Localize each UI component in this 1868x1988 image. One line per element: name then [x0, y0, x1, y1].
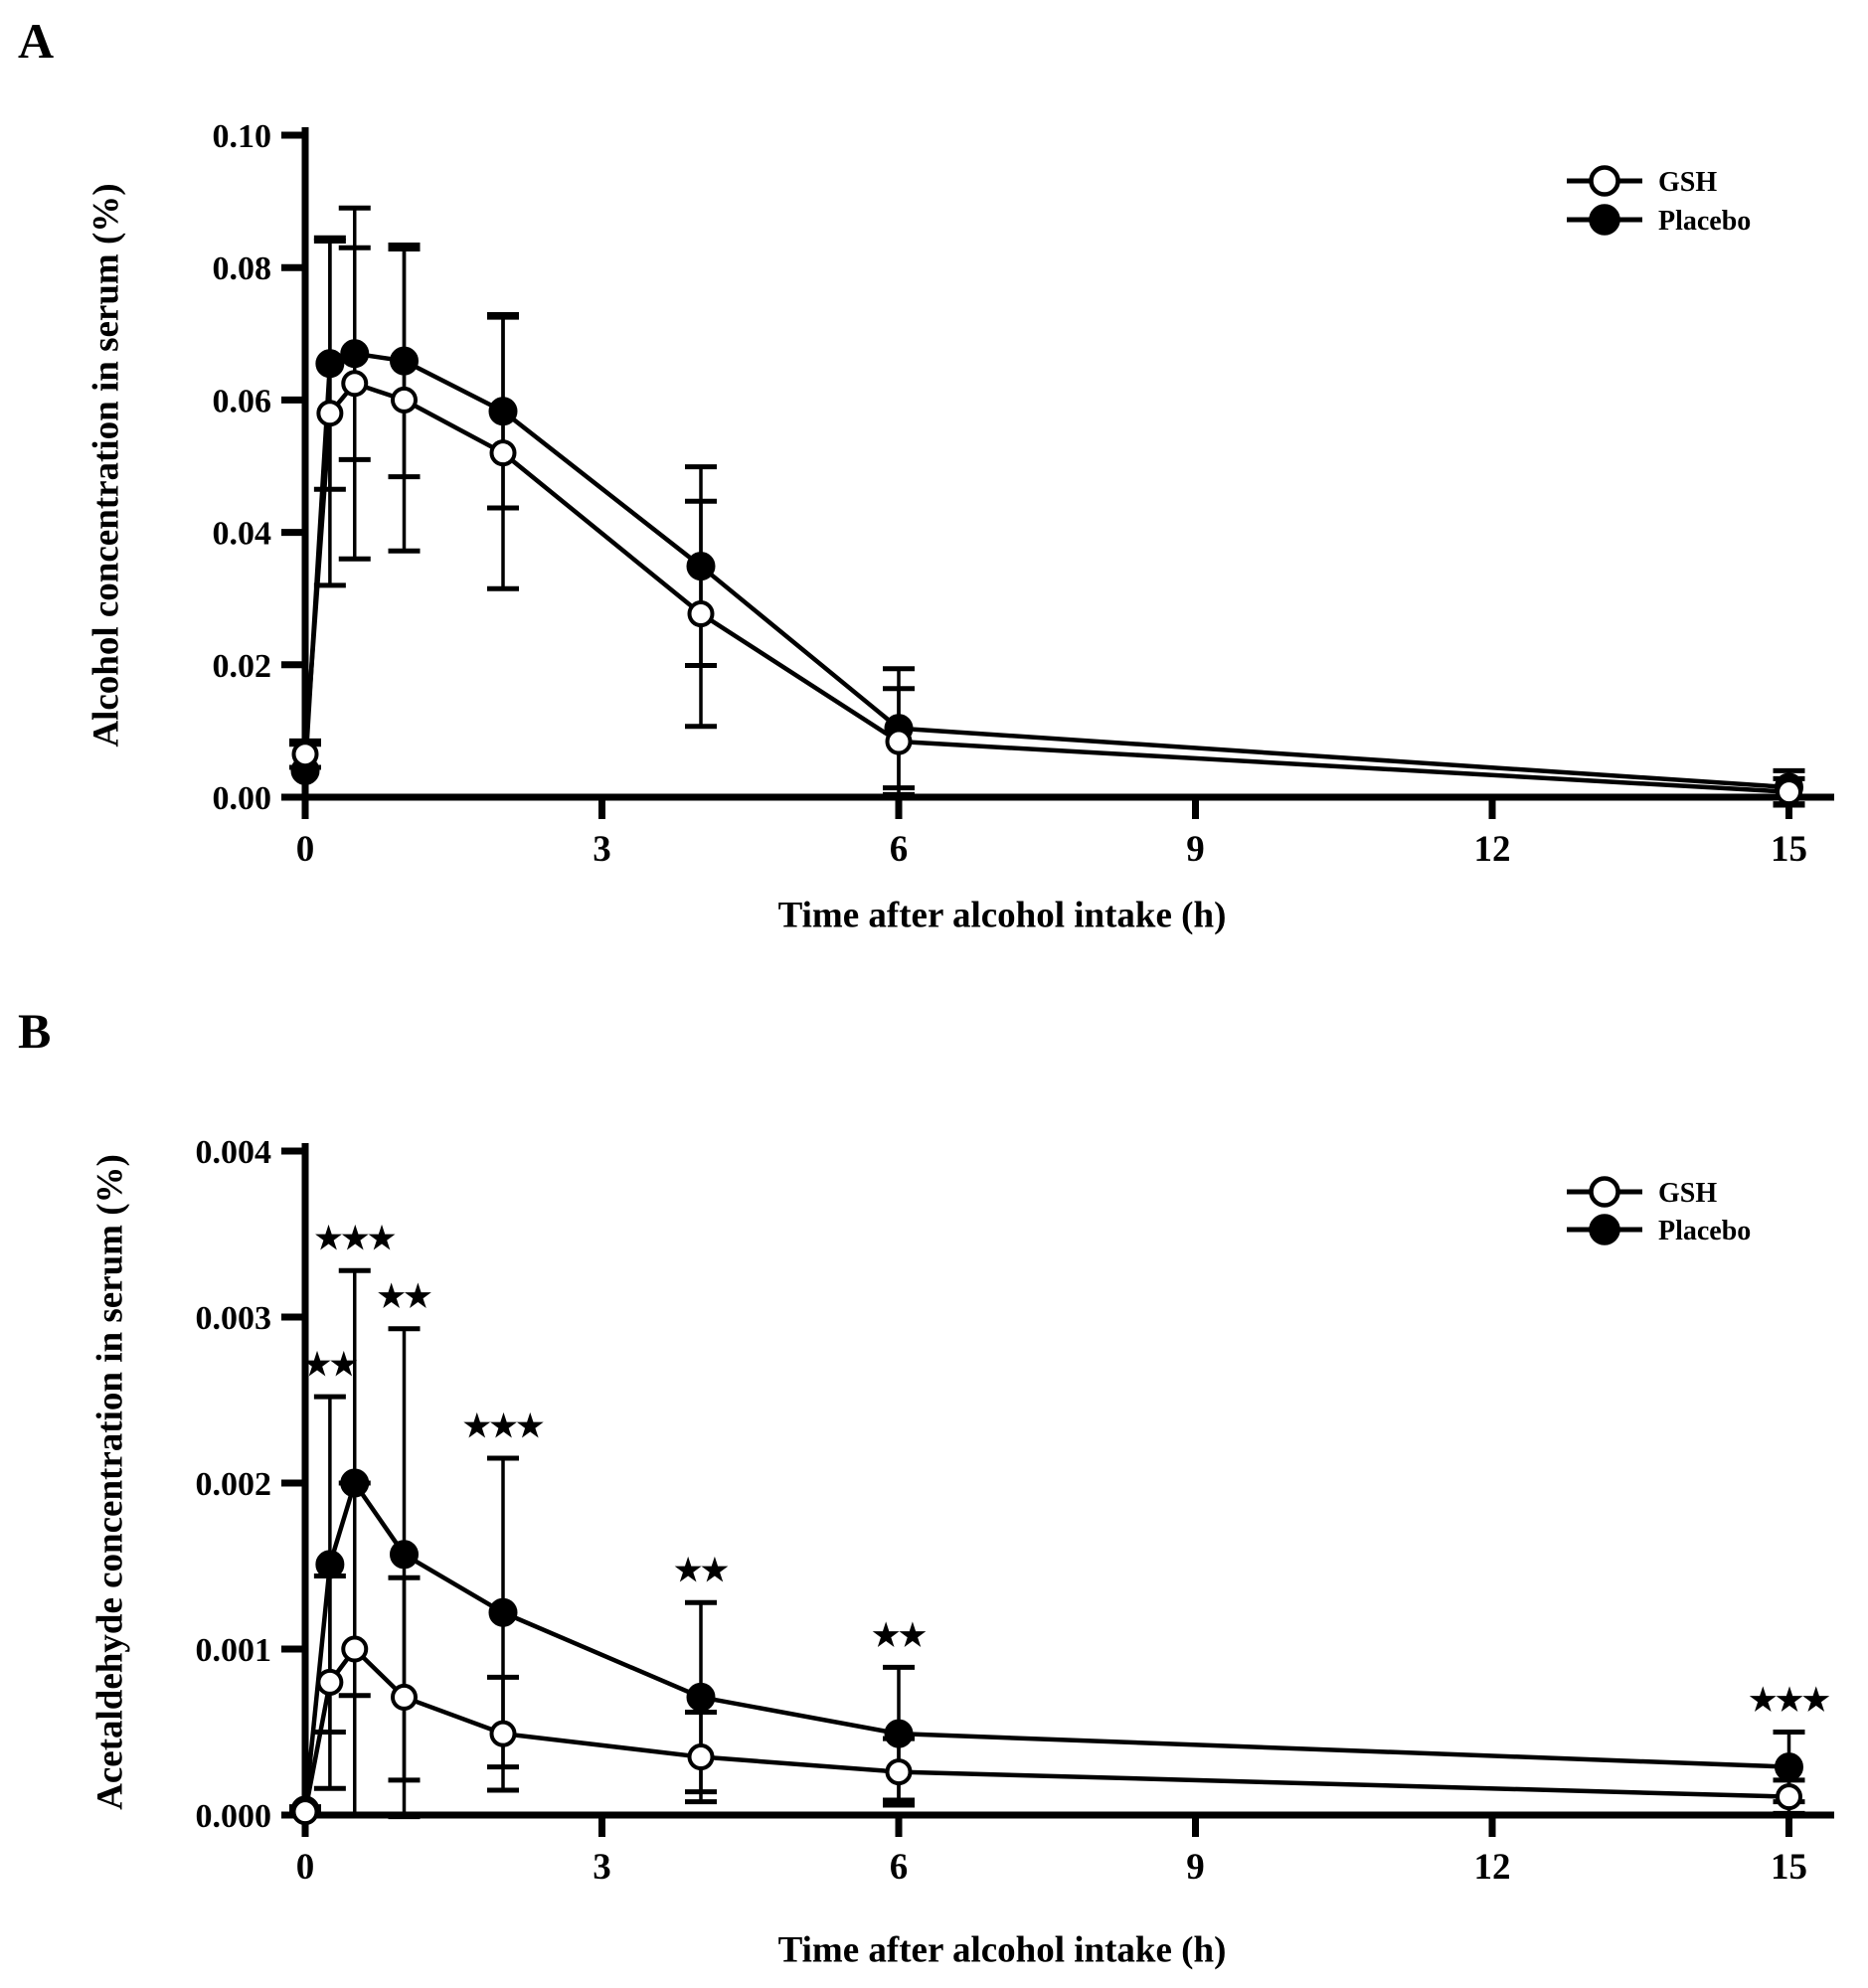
y-tick-label: 0.10 [213, 118, 272, 155]
x-tick-label: 0 [296, 829, 315, 870]
marker-filled-circle-placebo [488, 397, 518, 426]
legend-marker-open-circle [1589, 165, 1620, 197]
marker-open-circle-gsh [885, 728, 913, 755]
significance-stars: ★★★ [1749, 1683, 1830, 1718]
marker-filled-circle-placebo [1775, 1752, 1803, 1782]
x-tick-label: 12 [1474, 829, 1511, 870]
marker-filled-circle-placebo [315, 349, 345, 379]
marker-filled-circle-placebo [390, 1540, 419, 1570]
x-tick-label: 6 [890, 829, 909, 870]
x-tick-label: 0 [296, 1847, 315, 1888]
marker-filled-circle-placebo [340, 1468, 370, 1498]
x-tick-label: 15 [1771, 829, 1807, 870]
x-tick-label: 3 [593, 1847, 611, 1888]
marker-filled-circle-placebo [488, 1597, 518, 1627]
legend-label: GSH [1658, 167, 1717, 198]
significance-stars: ★★ [872, 1617, 927, 1652]
x-tick-label: 15 [1771, 1847, 1807, 1888]
marker-open-circle-gsh [489, 1720, 517, 1747]
marker-open-circle-gsh [316, 1668, 344, 1696]
marker-open-circle-gsh [291, 1798, 319, 1826]
x-tick-label: 3 [593, 829, 611, 870]
legend-marker-filled-circle [1589, 1214, 1620, 1245]
y-tick-label: 0.08 [213, 250, 272, 287]
x-tick-label: 9 [1186, 829, 1205, 870]
marker-open-circle-gsh [1776, 1783, 1802, 1811]
marker-open-circle-gsh [1776, 778, 1802, 806]
legend-marker-open-circle [1589, 1176, 1620, 1208]
marker-open-circle-gsh [687, 600, 715, 628]
marker-open-circle-gsh [316, 400, 344, 427]
legend-label: GSH [1658, 1178, 1717, 1209]
significance-stars: ★★ [303, 1347, 358, 1382]
significance-stars: ★★★ [463, 1408, 545, 1443]
marker-filled-circle-placebo [686, 552, 716, 581]
y-tick-label: 0.004 [196, 1134, 272, 1171]
legend-label: Placebo [1658, 1216, 1751, 1246]
series-line-gsh [302, 1646, 1789, 1813]
legend-label: Placebo [1658, 206, 1751, 237]
y-tick-label: 0.02 [213, 648, 272, 685]
marker-filled-circle-placebo [340, 339, 370, 369]
marker-open-circle-gsh [391, 1683, 418, 1711]
significance-stars: ★★ [674, 1553, 729, 1587]
y-tick-label: 0.00 [213, 780, 272, 817]
marker-filled-circle-placebo [390, 346, 419, 376]
y-tick-label: 0.003 [196, 1300, 272, 1337]
series-line-gsh [302, 381, 1789, 794]
x-tick-label: 9 [1186, 1847, 1205, 1888]
y-tick-label: 0.000 [196, 1798, 272, 1835]
marker-open-circle-gsh [489, 439, 517, 467]
legend-marker-filled-circle [1589, 204, 1620, 236]
y-tick-label: 0.06 [213, 383, 272, 419]
y-tick-label: 0.001 [196, 1632, 272, 1669]
marker-open-circle-gsh [291, 741, 319, 768]
marker-filled-circle-placebo [884, 1719, 914, 1748]
panel-a-x-axis-title: Time after alcohol intake (h) [777, 895, 1227, 936]
significance-stars: ★★ [378, 1279, 432, 1314]
x-tick-label: 12 [1474, 1847, 1511, 1888]
marker-open-circle-gsh [341, 370, 369, 398]
y-tick-label: 0.04 [213, 516, 272, 553]
series-line-placebo [302, 1480, 1789, 1811]
panel-b-x-axis-title: Time after alcohol intake (h) [777, 1929, 1227, 1971]
y-tick-label: 0.002 [196, 1466, 272, 1503]
marker-open-circle-gsh [341, 1635, 369, 1663]
marker-filled-circle-placebo [315, 1550, 345, 1579]
significance-stars: ★★★ [315, 1221, 397, 1255]
panel-a-label: A [18, 13, 55, 69]
panel-b-label: B [18, 1003, 52, 1059]
marker-filled-circle-placebo [686, 1682, 716, 1712]
marker-open-circle-gsh [885, 1758, 913, 1786]
marker-open-circle-gsh [687, 1743, 715, 1771]
series-line-placebo [302, 351, 1789, 790]
marker-open-circle-gsh [391, 386, 418, 414]
x-tick-label: 6 [890, 1847, 909, 1888]
